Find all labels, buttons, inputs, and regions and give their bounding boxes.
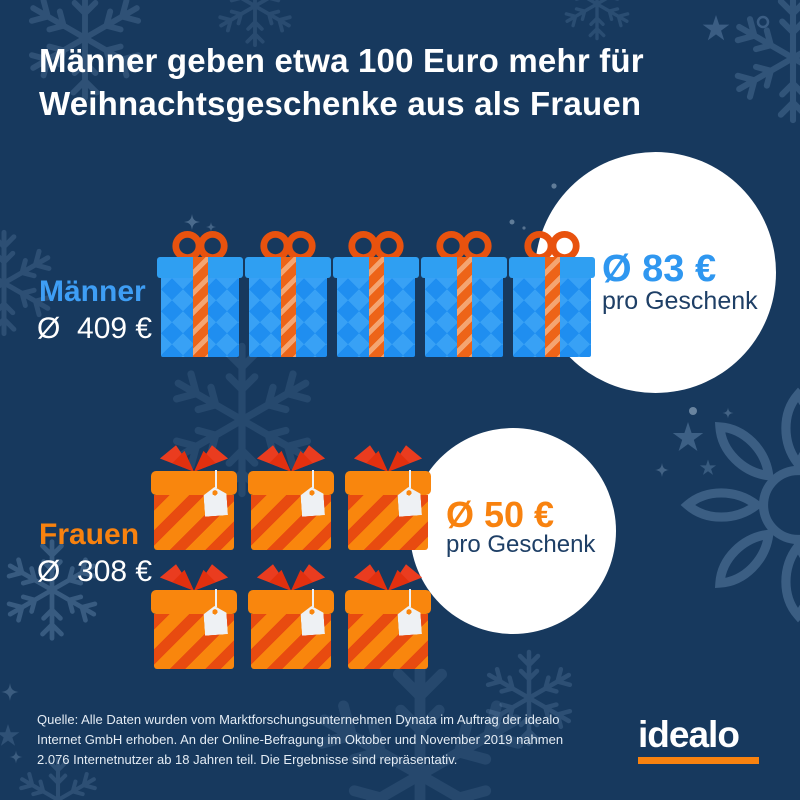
sparkle-icon bbox=[655, 463, 669, 477]
gift-ribbon bbox=[457, 257, 472, 357]
sparkle-icon bbox=[0, 683, 19, 701]
men-average-total: Ø 409 € bbox=[37, 312, 153, 345]
star-icon bbox=[672, 422, 704, 451]
source-line-3: 2.076 Internetnutzer ab 18 Jahren teil. … bbox=[37, 752, 458, 767]
sparkle-icon bbox=[722, 407, 734, 419]
ribbon-bow-icon bbox=[353, 445, 423, 472]
gift-lid bbox=[151, 590, 237, 614]
star-icon bbox=[702, 15, 730, 41]
gift-ribbon bbox=[193, 257, 208, 357]
women-per-gift-value: Ø 50 € bbox=[446, 494, 555, 535]
gift-box-orange-icon bbox=[151, 445, 237, 550]
dot-icon bbox=[509, 219, 515, 225]
gift-box-orange-icon bbox=[248, 445, 334, 550]
dot-icon bbox=[689, 407, 697, 415]
men-label: Männer bbox=[39, 275, 146, 308]
ribbon-bow-icon bbox=[256, 445, 326, 472]
gift-box-blue-icon bbox=[245, 227, 331, 357]
price-tag-string bbox=[312, 589, 314, 607]
women-per-gift-caption: pro Geschenk bbox=[446, 531, 596, 558]
men-per-gift-value: Ø 83 € bbox=[602, 248, 717, 290]
gift-lid bbox=[345, 471, 431, 495]
price-tag-string bbox=[215, 470, 217, 488]
ornament-ring-icon bbox=[756, 15, 770, 29]
price-tag-string bbox=[312, 470, 314, 488]
women-highlight-circle bbox=[410, 428, 616, 634]
gift-box-orange-icon bbox=[345, 445, 431, 550]
snowflake-icon bbox=[217, 0, 292, 45]
women-gift-row-1 bbox=[151, 445, 431, 550]
dot-icon bbox=[522, 226, 526, 230]
gift-box-orange-icon bbox=[248, 564, 334, 669]
sparkle-icon bbox=[9, 750, 23, 764]
price-tag-string bbox=[409, 589, 411, 607]
gift-lid bbox=[151, 471, 237, 495]
source-line-1: Quelle: Alle Daten wurden vom Marktforsc… bbox=[37, 712, 560, 727]
men-gift-row bbox=[157, 227, 595, 357]
gift-lid bbox=[345, 590, 431, 614]
star-icon bbox=[0, 724, 20, 746]
gift-box-blue-icon bbox=[421, 227, 507, 357]
ribbon-bow-icon bbox=[256, 564, 326, 591]
gift-box-blue-icon bbox=[333, 227, 419, 357]
gift-ribbon bbox=[281, 257, 296, 357]
gift-box-blue-icon bbox=[157, 227, 243, 357]
snowflake-icon bbox=[564, 0, 631, 39]
men-per-gift-caption: pro Geschenk bbox=[602, 287, 758, 315]
idealo-logo-underline bbox=[638, 757, 759, 764]
star-icon bbox=[699, 459, 717, 475]
women-average-total: Ø 308 € bbox=[37, 555, 153, 588]
source-line-2: Internet GmbH erhoben. An der Online-Bef… bbox=[37, 732, 564, 747]
idealo-logo: idealo bbox=[638, 716, 759, 764]
ribbon-bow-icon bbox=[353, 564, 423, 591]
ribbon-bow-icon bbox=[159, 564, 229, 591]
women-gift-row-2 bbox=[151, 564, 431, 669]
page-title-line-1: Männer geben etwa 100 Euro mehr für bbox=[39, 42, 644, 79]
price-tag-string bbox=[409, 470, 411, 488]
source-note: Quelle: Alle Daten wurden vom Marktforsc… bbox=[37, 710, 563, 770]
gift-box-orange-icon bbox=[151, 564, 237, 669]
gift-ribbon bbox=[545, 257, 560, 357]
gift-box-orange-icon bbox=[345, 564, 431, 669]
price-tag-string bbox=[215, 589, 217, 607]
idealo-logo-text: idealo bbox=[638, 714, 740, 755]
gift-lid bbox=[248, 590, 334, 614]
gift-ribbon bbox=[369, 257, 384, 357]
women-label: Frauen bbox=[39, 518, 140, 551]
gift-lid bbox=[248, 471, 334, 495]
ribbon-bow-icon bbox=[159, 445, 229, 472]
gift-box-blue-icon bbox=[509, 227, 595, 357]
dot-icon bbox=[551, 183, 557, 189]
page-title-line-2: Weihnachtsgeschenke aus als Frauen bbox=[39, 85, 642, 122]
bloom-snowflake-icon bbox=[688, 395, 800, 616]
